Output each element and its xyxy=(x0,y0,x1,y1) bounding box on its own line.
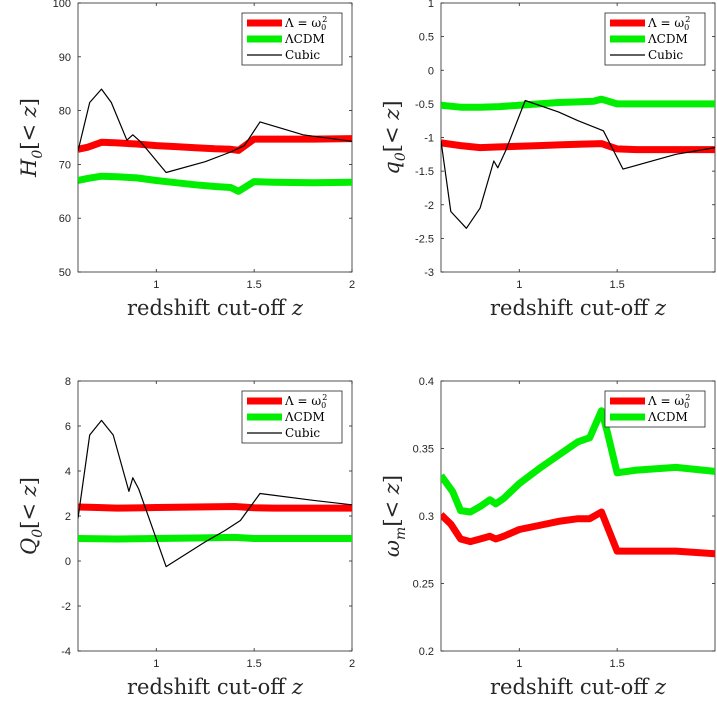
series-line-3 xyxy=(441,99,715,229)
y-tick-label: 0.35 xyxy=(413,444,434,456)
legend-label: Cubic xyxy=(285,426,320,440)
y-axis-label: q0[< z] xyxy=(380,100,409,174)
y-tick-label: 4 xyxy=(65,466,71,478)
y-tick-label: -1 xyxy=(424,133,434,145)
legend-box xyxy=(604,390,706,428)
legend-label: Λ = ω02 xyxy=(284,393,327,410)
y-tick-label: 0.4 xyxy=(419,376,434,388)
legend-label: ΛCDM xyxy=(647,32,688,46)
y-tick-label: 0.25 xyxy=(413,579,434,591)
y-tick-label: 0 xyxy=(65,556,71,568)
y-tick-label: -4 xyxy=(61,646,71,658)
x-axis-label: redshift cut-off z xyxy=(490,675,667,699)
y-tick-label: 60 xyxy=(59,213,71,225)
y-tick-label: -3 xyxy=(424,267,434,279)
legend-label: Cubic xyxy=(285,48,320,62)
x-tick-label: 1 xyxy=(516,658,522,670)
legend-label: Cubic xyxy=(648,48,683,62)
series-line-1 xyxy=(78,135,352,154)
x-axis-label: redshift cut-off z xyxy=(490,296,667,320)
y-tick-label: -2.5 xyxy=(415,233,434,245)
legend-label: Λ = ω02 xyxy=(284,15,327,32)
y-tick-label: 0.3 xyxy=(419,511,434,523)
legend-label: ΛCDM xyxy=(647,410,688,424)
y-tick-label: -0.5 xyxy=(415,99,434,111)
legend-label: ΛCDM xyxy=(284,32,325,46)
legend-label: ΛCDM xyxy=(284,410,325,424)
x-tick-label: 1.5 xyxy=(609,658,624,670)
series-line-3 xyxy=(78,88,352,174)
x-tick-label: 1 xyxy=(153,279,159,291)
x-axis-label: redshift cut-off z xyxy=(127,296,304,320)
x-tick-label: 1.5 xyxy=(246,279,261,291)
y-tick-label: 0 xyxy=(428,65,434,77)
x-tick-label: 2 xyxy=(349,279,355,291)
series-line-1 xyxy=(78,503,352,512)
y-axis-label: ωm[< z] xyxy=(380,475,409,557)
y-tick-label: 50 xyxy=(59,267,71,279)
y-tick-label: 8 xyxy=(65,376,71,388)
x-tick-label: 1 xyxy=(516,279,522,291)
x-tick-label: 1.5 xyxy=(609,279,624,291)
series-line-3 xyxy=(78,419,352,568)
series-line-2 xyxy=(441,95,715,111)
y-tick-label: 100 xyxy=(53,0,71,10)
x-tick-label: 1.5 xyxy=(246,658,261,670)
y-axis-label: Q0[< z] xyxy=(17,477,46,555)
y-tick-label: -2 xyxy=(61,601,71,613)
y-tick-label: -1.5 xyxy=(415,166,434,178)
y-tick-label: 1 xyxy=(428,0,434,10)
y-tick-label: 70 xyxy=(59,159,71,171)
x-axis-label: redshift cut-off z xyxy=(127,675,304,699)
y-tick-label: 2 xyxy=(65,511,71,523)
series-line-2 xyxy=(441,407,715,516)
legend-label: Λ = ω02 xyxy=(647,393,690,410)
y-tick-label: 0.2 xyxy=(419,646,434,658)
series-line-1 xyxy=(441,139,715,154)
y-tick-label: 6 xyxy=(65,421,71,433)
series-line-2 xyxy=(78,172,352,195)
series-line-1 xyxy=(441,508,715,558)
y-tick-label: 0.5 xyxy=(419,32,434,44)
y-tick-label: 90 xyxy=(59,52,71,64)
y-tick-label: -2 xyxy=(424,200,434,212)
y-tick-label: 80 xyxy=(59,106,71,118)
x-tick-label: 1 xyxy=(153,658,159,670)
y-axis-label: H0[< z] xyxy=(17,98,46,178)
x-tick-label: 2 xyxy=(349,658,355,670)
legend-label: Λ = ω02 xyxy=(647,15,690,32)
series-line-2 xyxy=(78,533,352,543)
